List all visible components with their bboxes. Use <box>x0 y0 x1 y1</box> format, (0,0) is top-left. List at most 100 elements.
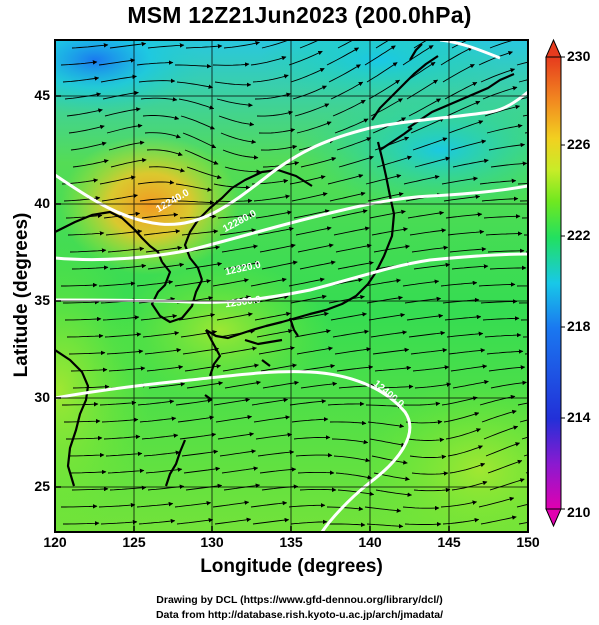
streamline-15 <box>136 60 174 66</box>
streamline-44 <box>254 92 291 100</box>
streamline-266 <box>300 381 338 389</box>
coastlines <box>55 43 515 487</box>
streamline-16 <box>175 63 212 69</box>
streamline-309 <box>445 428 481 440</box>
x-tick-135: 135 <box>279 534 303 550</box>
streamline-234 <box>68 350 106 356</box>
streamline-372 <box>366 523 404 529</box>
streamline-180 <box>489 265 527 271</box>
y-axis-label: Latitude (degrees) <box>11 212 32 378</box>
streamline-106 <box>137 180 175 185</box>
streamline-358 <box>326 506 364 512</box>
streamline-275 <box>137 399 175 406</box>
streamline-115 <box>479 178 517 185</box>
streamline-240 <box>296 346 333 355</box>
streamline-190 <box>364 278 401 287</box>
y-tick-45: 45 <box>34 87 50 103</box>
streamline-158 <box>145 245 183 253</box>
streamline-251 <box>222 363 259 372</box>
streamline-81 <box>184 149 219 165</box>
streamline-201 <box>290 294 327 304</box>
streamline-305 <box>293 435 331 440</box>
streamline-149 <box>295 226 332 236</box>
streamline-244 <box>448 348 486 355</box>
streamline-365 <box>100 519 138 525</box>
streamline-78 <box>70 141 107 151</box>
streamline-257 <box>450 364 488 372</box>
streamline-88 <box>450 139 487 151</box>
streamline-356 <box>250 500 288 508</box>
streamline-325 <box>69 469 107 475</box>
streamline-57 <box>256 110 294 117</box>
streamline-226 <box>256 329 293 338</box>
streamline-254 <box>336 365 374 372</box>
streamline-86 <box>374 136 410 151</box>
streamline-20 <box>326 47 359 66</box>
colorbar-tick-218: 218 <box>567 318 591 334</box>
streamline-31 <box>252 74 289 83</box>
streamline-9 <box>413 40 428 49</box>
streamline-368 <box>214 517 252 525</box>
streamline-200 <box>252 294 289 304</box>
streamline-283 <box>441 396 478 406</box>
streamline-241 <box>334 347 372 355</box>
streamline-167 <box>487 248 525 254</box>
colorbar-tick-210: 210 <box>567 504 591 520</box>
streamline-162 <box>297 243 334 253</box>
streamline-133 <box>179 214 217 219</box>
footer-credit-data: Data from http://database.rish.kyoto-u.a… <box>155 609 444 621</box>
streamline-203 <box>366 295 403 304</box>
streamline-187 <box>250 277 287 287</box>
streamline-218 <box>444 314 482 321</box>
streamline-34 <box>366 62 398 83</box>
streamline-306 <box>331 438 369 445</box>
streamline-249 <box>146 364 184 372</box>
streamline-43 <box>216 98 253 108</box>
streamline-74 <box>410 117 445 134</box>
streamline-359 <box>364 506 402 513</box>
streamline-32 <box>290 67 325 83</box>
streamline-303 <box>217 432 255 440</box>
streamline-361 <box>440 500 478 508</box>
streamline-130 <box>65 213 103 219</box>
streamline-76 <box>486 123 523 134</box>
x-tick-145: 145 <box>437 534 461 550</box>
streamline-178 <box>413 262 451 270</box>
streamline-297 <box>481 409 517 423</box>
streamline-291 <box>253 415 291 423</box>
streamline-314 <box>143 450 181 457</box>
streamline-4 <box>223 41 260 49</box>
streamline-317 <box>257 449 295 457</box>
streamline-110 <box>289 175 326 185</box>
streamline-120 <box>177 200 215 205</box>
streamline-364 <box>63 521 100 526</box>
colorbar-min-arrow <box>545 508 562 528</box>
streamline-51 <box>520 97 528 100</box>
streamline-310 <box>483 425 519 440</box>
streamline-242 <box>372 347 410 355</box>
streamline-1 <box>109 41 147 49</box>
streamline-212 <box>216 312 253 321</box>
streamline-56 <box>218 115 255 127</box>
streamline-245 <box>486 349 524 355</box>
streamline-216 <box>368 312 406 321</box>
streamline-334 <box>411 471 449 476</box>
streamline-153 <box>447 229 485 236</box>
streamline-235 <box>106 349 144 355</box>
streamline-250 <box>184 364 222 372</box>
streamline-326 <box>107 468 145 474</box>
streamline-3 <box>185 43 223 49</box>
streamline-355 <box>212 500 250 508</box>
streamline-253 <box>298 363 336 372</box>
streamline-335 <box>449 462 486 474</box>
streamline-23 <box>440 47 473 66</box>
streamline-248 <box>108 366 146 372</box>
streamline-127 <box>443 194 481 202</box>
streamline-330 <box>259 467 297 474</box>
streamline-107 <box>175 183 212 192</box>
streamline-375 <box>480 515 517 525</box>
streamline-269 <box>414 382 452 389</box>
streamline-279 <box>289 399 327 406</box>
streamline-101 <box>452 158 489 168</box>
